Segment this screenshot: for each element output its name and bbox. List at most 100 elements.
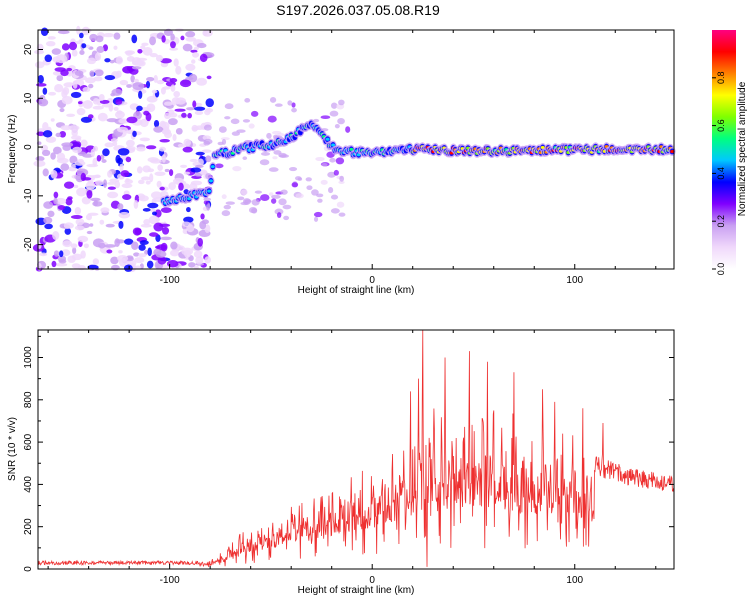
heatmap-cell (58, 259, 67, 264)
heatmap-cell (70, 91, 82, 98)
heatmap-cell (62, 86, 70, 96)
heatmap-cell (147, 168, 155, 173)
heatmap-cell (278, 198, 287, 206)
snr-x-tick-label: 100 (566, 575, 583, 586)
heatmap-cell (84, 77, 96, 84)
heatmap-cell (113, 106, 119, 111)
heatmap-cell (82, 87, 91, 93)
heatmap-cell (287, 100, 293, 106)
heatmap-cell (200, 213, 205, 220)
heatmap-cell (42, 122, 49, 131)
heatmap-cell (107, 170, 113, 178)
heatmap-cell (59, 108, 65, 113)
heatmap-cell (184, 249, 191, 258)
heatmap-cell (182, 43, 193, 52)
heatmap-cell (95, 35, 104, 43)
heatmap-cell (133, 199, 139, 209)
heatmap-cell (48, 91, 57, 96)
heatmap-cell (272, 156, 278, 160)
heatmap-cell (329, 157, 336, 163)
heatmap-cell (77, 151, 87, 156)
snr-frame (37, 329, 675, 570)
heatmap-cell (123, 264, 133, 272)
heatmap-cell (67, 196, 73, 200)
heatmap-cell (268, 192, 274, 196)
heatmap-cell (69, 140, 82, 150)
heatmap-cell (86, 190, 93, 199)
heatmap-cell (63, 181, 75, 189)
heatmap-cell (273, 150, 282, 155)
heatmap-cell (217, 141, 224, 146)
heatmap-cell (282, 204, 292, 210)
heatmap-cell (240, 189, 248, 196)
heatmap-cell (66, 67, 73, 72)
heatmap-cell (153, 222, 164, 232)
heatmap-cell (168, 182, 177, 191)
heatmap-cell (242, 156, 248, 160)
heatmap-cell (117, 148, 130, 156)
heatmap-cell (119, 163, 124, 172)
heatmap-cell (34, 49, 45, 55)
heatmap-cell (131, 66, 142, 70)
heatmap-cell (193, 250, 203, 259)
heatmap-cell (106, 249, 113, 254)
heatmap-cell (94, 174, 101, 179)
heatmap-cell (180, 79, 192, 88)
heatmap-cell (126, 84, 132, 89)
heatmap-cell (190, 49, 198, 53)
heatmap-cell (149, 52, 158, 58)
heatmap-cell (207, 189, 212, 193)
heatmap-cell (160, 207, 172, 213)
heatmap-cell (42, 130, 53, 138)
heatmap-cell (105, 223, 115, 228)
heatmap-cell (259, 159, 270, 166)
heatmap-y-axis-label: Frequency (Hz) (7, 115, 18, 184)
heatmap-cell (143, 110, 150, 116)
heatmap-cell (145, 180, 151, 185)
heatmap-cell (670, 150, 675, 154)
heatmap-cell (317, 198, 323, 203)
heatmap-cell (99, 219, 105, 225)
heatmap-cell (163, 28, 173, 37)
heatmap-cell (164, 168, 170, 173)
heatmap-cell (93, 199, 98, 207)
heatmap-cell (36, 83, 47, 87)
heatmap-cell (208, 179, 213, 183)
heatmap-cell (320, 115, 331, 120)
colorbar-tick-label: 0.8 (716, 72, 726, 85)
heatmap-cell (159, 186, 165, 191)
heatmap-cell (90, 148, 95, 158)
heatmap-cell (280, 189, 288, 195)
heatmap-cell (44, 223, 53, 230)
heatmap-cell (254, 190, 262, 194)
heatmap-y-tick-label: 20 (23, 44, 34, 56)
snr-series-line (37, 329, 675, 568)
heatmap-cell (47, 36, 56, 40)
heatmap-cell (50, 118, 55, 122)
heatmap-cell (199, 53, 208, 63)
heatmap-cell (97, 112, 108, 122)
heatmap-cell (170, 41, 176, 49)
heatmap-cell (331, 143, 336, 147)
heatmap-cell (75, 40, 83, 45)
heatmap-cell (116, 254, 129, 262)
heatmap-cell (44, 54, 53, 63)
heatmap-cell (194, 110, 204, 115)
heatmap-cell (335, 157, 345, 165)
heatmap-cell (271, 194, 281, 199)
heatmap-cell (169, 249, 180, 257)
heatmap-cell (294, 176, 302, 181)
heatmap-cell (132, 227, 142, 236)
figure-title: S197.2026.037.05.08.R19 (276, 2, 440, 18)
heatmap-cell (136, 105, 143, 112)
heatmap-cell (140, 223, 152, 228)
heatmap-cell (159, 146, 166, 152)
heatmap-cell (104, 75, 116, 81)
colorbar-label: Normalized spectral amplitude (737, 81, 748, 216)
heatmap-cell (173, 90, 181, 98)
heatmap-cell (183, 171, 191, 175)
heatmap-cell (316, 193, 324, 198)
heatmap-cell (102, 33, 115, 38)
heatmap-cell (52, 70, 63, 76)
